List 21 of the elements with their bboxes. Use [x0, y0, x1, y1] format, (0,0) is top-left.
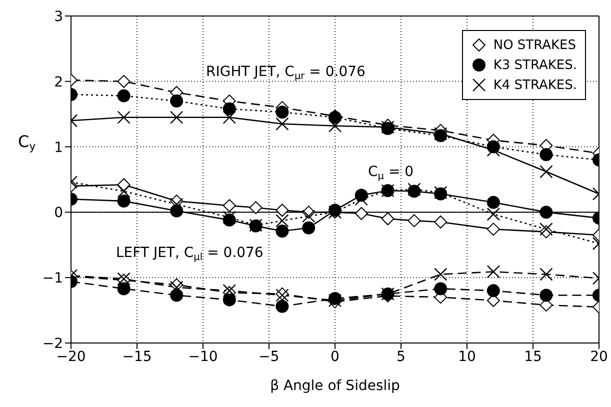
annotation: LEFT JET, C$_{μl}$ = 0.076 — [116, 244, 264, 263]
annotation: C$_{μ}$ = 0 — [368, 164, 414, 182]
y-tick-label: −1 — [42, 270, 63, 287]
x-tick-label: 15 — [524, 348, 542, 365]
x-tick-label: −10 — [188, 348, 218, 365]
y-tick-label: 0 — [54, 205, 63, 222]
x-tick-label: 10 — [458, 348, 476, 365]
x-tick-label: −15 — [122, 348, 152, 365]
y-tick-label: 1 — [54, 140, 63, 156]
legend-label: K3 STRAKES. — [493, 58, 577, 72]
annotation: RIGHT JET, C$_{μr}$ = 0.076 — [206, 64, 366, 82]
x-tick-label: 0 — [330, 348, 340, 365]
y-tick-label: 3 — [54, 8, 63, 25]
legend-label: NO STRAKES — [493, 38, 576, 52]
x-tick-label: 20 — [590, 348, 608, 365]
y-axis-title: C$_{y}$ — [18, 132, 36, 154]
y-tick-label: 2 — [54, 74, 63, 90]
x-tick-label: 5 — [396, 348, 406, 365]
x-tick-label: −5 — [258, 348, 280, 365]
x-axis-title: β Angle of Sideslip — [270, 378, 400, 394]
legend-label: K4 STRAKES. — [493, 78, 577, 92]
